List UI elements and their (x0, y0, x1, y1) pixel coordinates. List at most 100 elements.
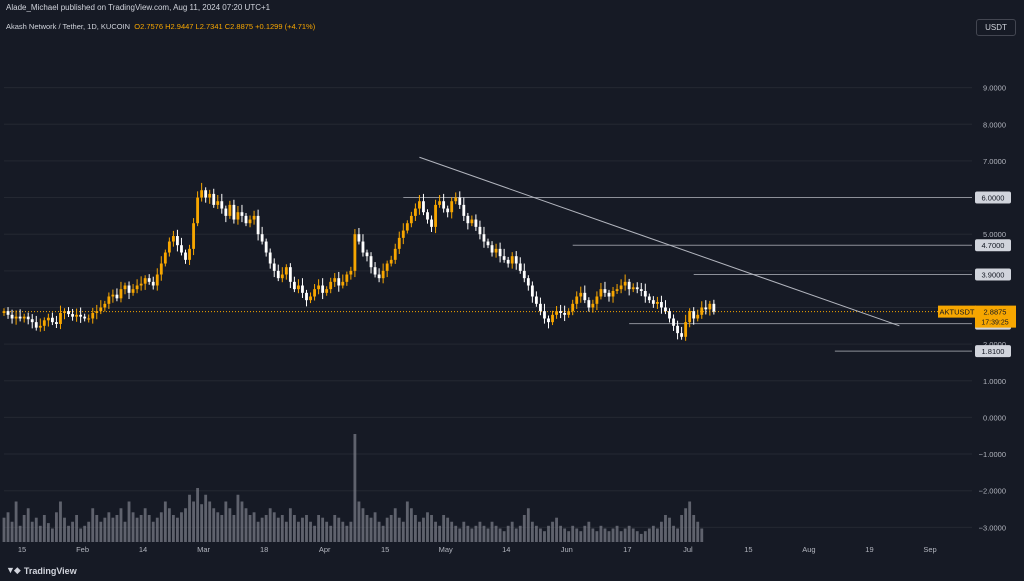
volume-bar (474, 525, 478, 542)
candle-body (635, 287, 639, 290)
volume-bar (575, 528, 579, 542)
volume-bar (151, 521, 155, 542)
volume-bar (208, 501, 212, 542)
candle-body (426, 212, 429, 220)
candle-body (680, 333, 684, 337)
candle-body (647, 296, 651, 301)
volume-bar (196, 488, 200, 542)
candle-body (405, 223, 409, 231)
candle-body (232, 204, 236, 220)
tradingview-logo-icon: ▼◆ (6, 565, 21, 575)
volume-bar (583, 525, 587, 542)
candle-body (216, 201, 220, 205)
candle-body (127, 285, 131, 293)
volume-bar (510, 521, 514, 542)
candle-body (176, 236, 179, 246)
candle-body (502, 256, 506, 260)
x-tick-label: Mar (197, 545, 210, 554)
volume-bar (42, 515, 46, 542)
candle-body (510, 256, 514, 264)
candle-body (349, 270, 353, 275)
volume-bar (381, 525, 385, 542)
volume-bar (280, 515, 284, 542)
volume-bar (341, 521, 345, 542)
volume-bar (450, 521, 454, 542)
volume-bar (10, 521, 14, 542)
x-tick-label: 15 (381, 545, 389, 554)
volume-bar (462, 521, 466, 542)
volume-bar (651, 525, 655, 542)
volume-bar (676, 528, 679, 542)
volume-bar (127, 501, 131, 542)
candle-body (514, 256, 518, 264)
candle-body (103, 303, 107, 308)
trend-layer (419, 156, 900, 327)
current-price-text: 2.8875 (984, 308, 1007, 317)
candle-body (696, 314, 700, 319)
volume-bar (655, 528, 659, 542)
x-tick-label: 19 (865, 545, 873, 554)
volume-bar (595, 531, 599, 542)
candle-body (466, 215, 470, 224)
volume-bar (547, 525, 550, 542)
candle-body (365, 252, 369, 257)
volume-bar (466, 525, 470, 542)
volume-bar (349, 521, 353, 542)
level-price-tag (975, 345, 1011, 358)
descending-trendline (419, 156, 900, 327)
volume-bar (99, 521, 103, 542)
volume-bar (393, 508, 397, 542)
volume-bar (389, 515, 393, 542)
volume-bar (635, 531, 639, 542)
candle-body (34, 322, 38, 328)
candle-body (482, 234, 486, 242)
candle-body (470, 219, 474, 224)
candle-body (708, 303, 712, 310)
candle-body (192, 223, 195, 249)
candle-body (603, 289, 607, 293)
candle-layer (2, 182, 716, 341)
candle-body (385, 263, 389, 271)
volume-bar (228, 508, 232, 542)
volume-bar (192, 501, 195, 542)
volume-bar (91, 508, 95, 542)
candle-body (672, 318, 675, 326)
volume-bar (555, 517, 558, 542)
volume-bar (353, 434, 357, 542)
volume-bar (107, 512, 111, 542)
volume-bar (180, 512, 183, 542)
y-tick-label: 5.0000 (983, 230, 1006, 239)
candle-body (357, 234, 361, 242)
volume-bar (692, 515, 696, 542)
volume-bar (147, 515, 151, 542)
candle-body (38, 325, 42, 328)
candle-body (317, 285, 321, 290)
volume-bar (611, 528, 615, 542)
candle-body (79, 314, 83, 317)
volume-bar (526, 508, 530, 542)
volume-layer (2, 434, 704, 542)
volume-bar (313, 525, 316, 542)
candle-body (611, 291, 615, 297)
candle-body (526, 278, 530, 286)
candle-body (333, 278, 337, 282)
candle-body (418, 201, 421, 209)
volume-bar (14, 501, 18, 542)
candle-body (171, 236, 175, 242)
candle-body (692, 311, 696, 319)
candle-body (393, 248, 397, 260)
candle-body (587, 300, 591, 308)
volume-bar (409, 508, 413, 542)
volume-bar (256, 521, 260, 542)
volume-bar (325, 521, 329, 542)
candle-body (200, 190, 204, 198)
candle-body (643, 291, 647, 297)
y-tick-label: −2.0000 (979, 487, 1006, 496)
symbol-title: Akash Network / Tether, 1D, KUCOIN (6, 22, 131, 31)
currency-button[interactable]: USDT (976, 19, 1016, 36)
volume-bar (317, 515, 321, 542)
candle-body (284, 267, 288, 275)
candle-body (591, 303, 595, 308)
candle-body (248, 219, 252, 224)
